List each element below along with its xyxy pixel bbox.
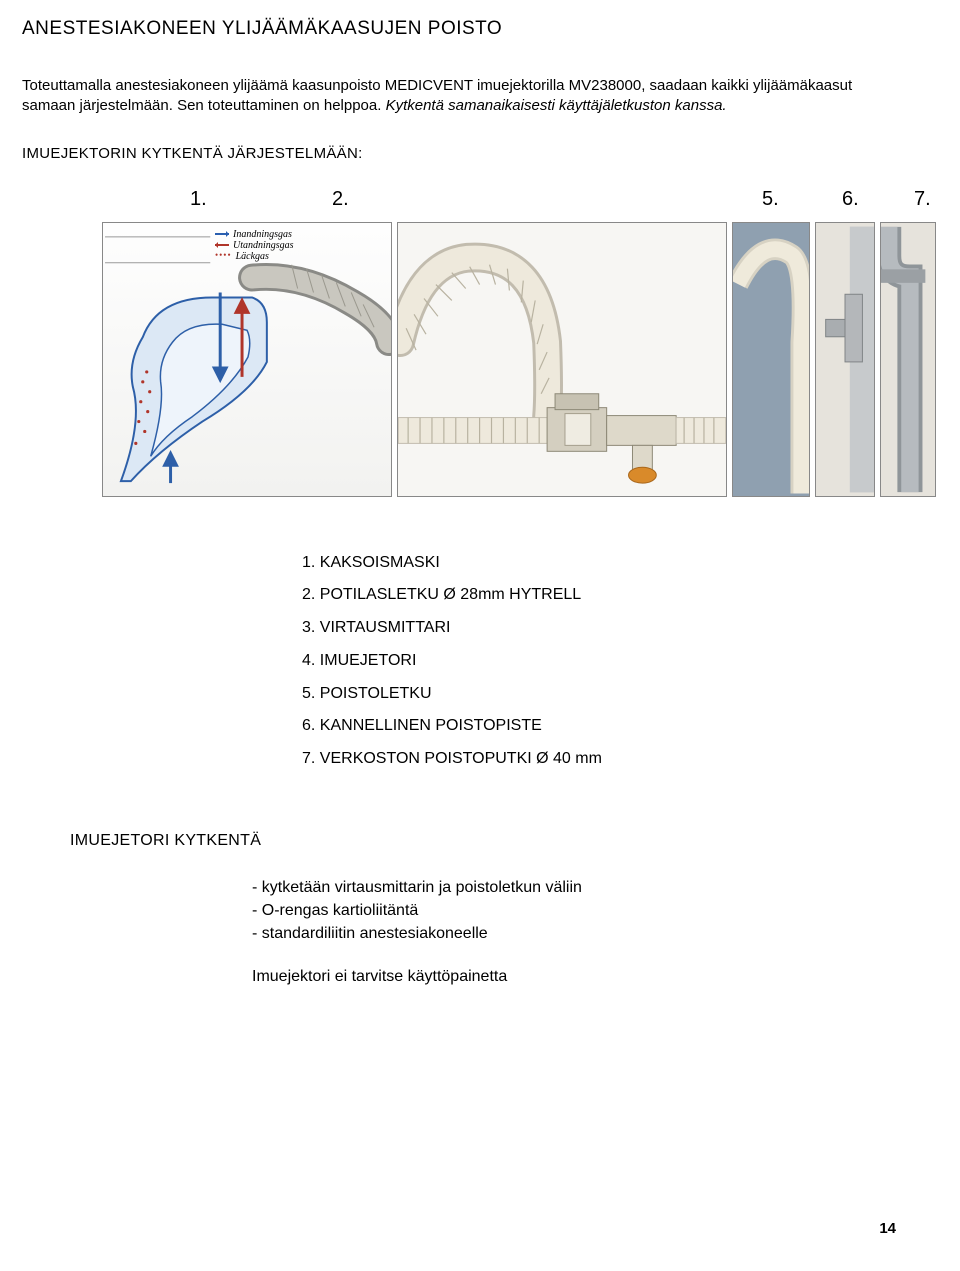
intro-italic: Kytkentä samanaikaisesti käyttäjäletkust… [386, 97, 727, 114]
page-number: 14 [879, 1220, 896, 1237]
component-item: 2. POTILASLETKU Ø 28mm HYTRELL [302, 579, 930, 612]
component-item: 1. KAKSOISMASKI [302, 547, 930, 580]
bullet-item: kytketään virtausmittarin ja poistoletku… [252, 876, 930, 899]
subheading: IMUEJEKTORIN KYTKENTÄ JÄRJESTELMÄÄN: [22, 145, 930, 162]
legend-exhale: Utandningsgas [233, 240, 294, 251]
page-title: ANESTESIAKONEEN YLIJÄÄMÄKAASUJEN POISTO [22, 18, 930, 40]
legend-inhale: Inandningsgas [233, 229, 292, 240]
diagram-label-2: 2. [332, 188, 349, 211]
ejector-bullets: kytketään virtausmittarin ja poistoletku… [252, 876, 930, 946]
bullet-item: O-rengas kartioliitäntä [252, 899, 930, 922]
figure-panel-wall-outlet [815, 222, 875, 497]
diagram-label-6: 6. [842, 188, 859, 211]
figure-panel-network-pipe [880, 222, 936, 497]
gas-legend: Inandningsgas Utandningsgas ••••Läckgas [215, 229, 294, 262]
diagram-label-5: 5. [762, 188, 779, 211]
diagram-label-7: 7. [914, 188, 931, 211]
figure-panel-mask: Inandningsgas Utandningsgas ••••Läckgas [102, 222, 392, 497]
intro-paragraph: Toteuttamalla anestesiakoneen ylijäämä k… [22, 76, 902, 117]
mask-cross-section-svg [103, 223, 391, 496]
hose-assembly-svg [398, 223, 726, 496]
section-ejector-title: IMUEJETORI KYTKENTÄ [70, 832, 930, 850]
legend-leak: Läckgas [236, 251, 269, 262]
component-item: 5. POISTOLETKU [302, 678, 930, 711]
diagram-label-1: 1. [190, 188, 207, 211]
ejector-closing: Imuejektori ei tarvitse käyttöpainetta [252, 968, 930, 986]
figure-panel-exhaust-hose [732, 222, 810, 497]
component-item: 7. VERKOSTON POISTOPUTKI Ø 40 mm [302, 743, 930, 776]
component-item: 3. VIRTAUSMITTARI [302, 612, 930, 645]
component-item: 4. IMUEJETORI [302, 645, 930, 678]
bullet-item: standardiliitin anestesiakoneelle [252, 922, 930, 945]
component-list: 1. KAKSOISMASKI 2. POTILASLETKU Ø 28mm H… [302, 547, 930, 777]
component-item: 6. KANNELLINEN POISTOPISTE [302, 710, 930, 743]
figure-panel-hose [397, 222, 727, 497]
diagram: 1. 2. 5. 6. 7. 3. 4. Inandningsgas Utand… [22, 222, 930, 507]
